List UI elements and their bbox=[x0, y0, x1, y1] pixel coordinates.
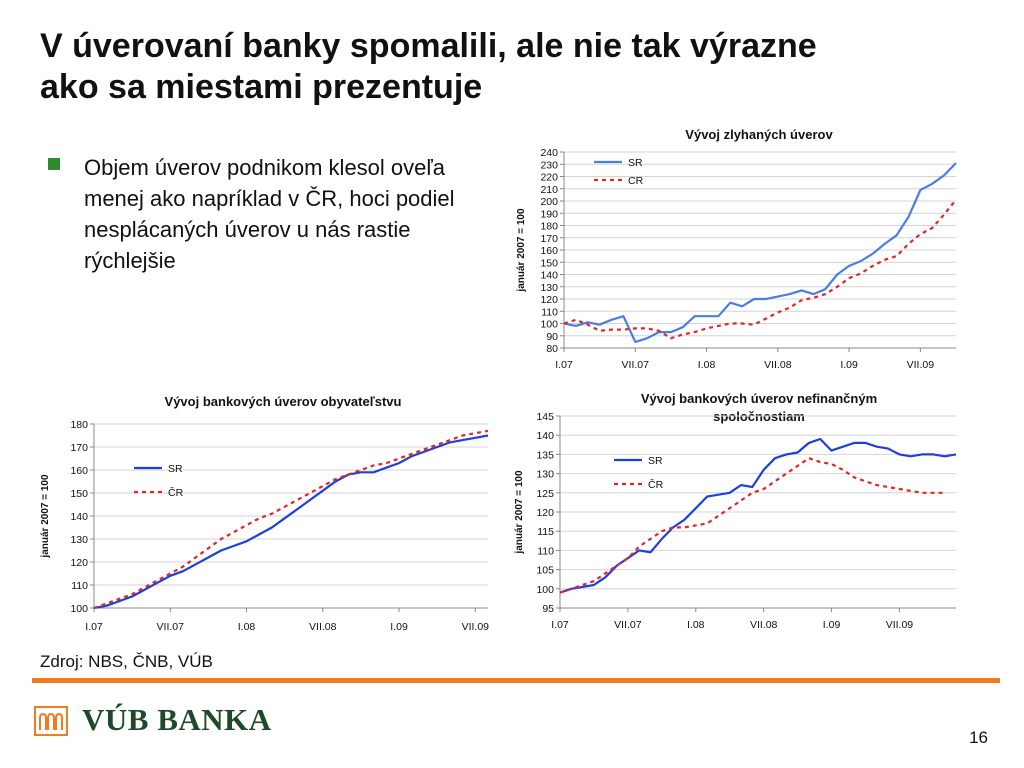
chart-corporate-loans: Vývoj bankových úverov nefinančným spoloč… bbox=[508, 388, 970, 640]
y-axis-label: január 2007 = 100 bbox=[40, 474, 51, 559]
y-tick-label: 110 bbox=[541, 306, 558, 318]
y-tick-label: 170 bbox=[540, 233, 558, 245]
legend-label-cr: ČR bbox=[648, 478, 664, 491]
y-tick-label: 150 bbox=[70, 488, 88, 500]
footer-divider bbox=[32, 678, 1000, 683]
slide-title-line-1: V úverovaní banky spomalili, ale nie tak… bbox=[40, 27, 817, 65]
x-tick-label: I.09 bbox=[390, 621, 408, 633]
y-tick-label: 110 bbox=[537, 545, 554, 557]
x-tick-label: VII.08 bbox=[309, 621, 337, 633]
y-tick-label: 190 bbox=[540, 208, 558, 220]
y-tick-label: 140 bbox=[540, 270, 558, 282]
y-tick-label: 80 bbox=[546, 343, 558, 355]
y-tick-label: 130 bbox=[70, 534, 88, 546]
x-tick-label: VII.09 bbox=[462, 621, 490, 633]
x-tick-label: I.07 bbox=[555, 359, 573, 371]
series-line-cr bbox=[559, 457, 945, 594]
y-tick-label: 135 bbox=[536, 449, 554, 461]
y-tick-label: 120 bbox=[70, 557, 88, 569]
legend-label-sr: SR bbox=[628, 157, 643, 169]
y-tick-label: 180 bbox=[70, 419, 88, 431]
chart-nonperforming-loans-svg: Vývoj zlyhaných úverov 809010011012013014… bbox=[516, 127, 957, 371]
y-tick-label: 170 bbox=[70, 442, 88, 454]
y-tick-label: 100 bbox=[536, 584, 554, 596]
y-tick-label: 130 bbox=[536, 469, 554, 481]
y-axis-label: január 2007 = 100 bbox=[514, 470, 525, 555]
y-tick-label: 160 bbox=[540, 245, 558, 257]
x-tick-label: I.09 bbox=[840, 359, 858, 371]
chart-household-loans-svg: Vývoj bankových úverov obyvateľstvu 100 11… bbox=[40, 394, 490, 633]
y-tick-label: 220 bbox=[540, 172, 558, 184]
y-tick-label: 95 bbox=[542, 603, 554, 615]
y-tick-label: 150 bbox=[540, 257, 558, 269]
y-tick-label: 115 bbox=[537, 526, 554, 538]
x-tick-label: VII.07 bbox=[622, 359, 650, 371]
y-tick-label: 210 bbox=[540, 184, 558, 196]
chart-title: Vývoj bankových úverov obyvateľstvu bbox=[165, 394, 402, 409]
slide-title-line-2: ako sa miestami prezentuje bbox=[40, 68, 483, 106]
series-line-sr bbox=[563, 162, 957, 343]
y-tick-label: 100 bbox=[70, 603, 88, 615]
y-tick-label: 90 bbox=[546, 331, 558, 343]
legend-label-cr: CR bbox=[628, 175, 644, 187]
x-tick-label: VII.08 bbox=[764, 359, 792, 371]
y-tick-label: 100 bbox=[540, 319, 558, 331]
y-tick-label: 230 bbox=[540, 159, 558, 171]
series-line-cr bbox=[93, 429, 489, 610]
y-tick-label: 140 bbox=[536, 430, 554, 442]
legend-label-sr: SR bbox=[168, 463, 183, 475]
chart-title: Vývoj zlyhaných úverov bbox=[685, 127, 833, 142]
x-tick-label: VII.07 bbox=[157, 621, 185, 633]
y-tick-label: 180 bbox=[540, 221, 558, 233]
x-tick-label: VII.09 bbox=[907, 359, 935, 371]
y-axis-label: január 2007 = 100 bbox=[516, 208, 527, 293]
x-tick-label: I.08 bbox=[698, 359, 716, 371]
legend-label-sr: SR bbox=[648, 455, 663, 467]
y-tick-label: 240 bbox=[540, 147, 558, 159]
x-tick-label: I.07 bbox=[85, 621, 103, 633]
x-tick-label: I.08 bbox=[687, 619, 705, 631]
y-tick-label: 110 bbox=[71, 580, 88, 592]
y-tick-label: 140 bbox=[70, 511, 88, 523]
chart-household-loans: Vývoj bankových úverov obyvateľstvu 100 11… bbox=[32, 390, 494, 640]
slide-title: V úverovaní banky spomalili, ale nie tak… bbox=[40, 26, 1000, 108]
x-tick-label: I.08 bbox=[238, 621, 256, 633]
x-tick-label: I.07 bbox=[551, 619, 569, 631]
y-tick-label: 105 bbox=[536, 565, 554, 577]
y-tick-label: 145 bbox=[536, 411, 554, 423]
y-tick-label: 120 bbox=[536, 507, 554, 519]
series-line-sr bbox=[93, 434, 489, 610]
chart-nonperforming-loans: Vývoj zlyhaných úverov 80 90 100 110 120 130 14… bbox=[508, 124, 970, 376]
vub-logo-text: VÚB BANKA bbox=[82, 702, 272, 737]
bullet-square-icon bbox=[48, 158, 60, 170]
y-tick-label: 130 bbox=[540, 282, 558, 294]
y-tick-label: 120 bbox=[540, 294, 558, 306]
y-tick-label: 125 bbox=[536, 488, 554, 500]
x-tick-label: I.09 bbox=[823, 619, 841, 631]
chart-title-line-1: Vývoj bankových úverov nefinančným bbox=[641, 391, 877, 406]
vub-logo: VÚB BANKA bbox=[34, 702, 294, 742]
legend-label-cr: ČR bbox=[168, 486, 184, 499]
x-tick-label: VII.07 bbox=[614, 619, 642, 631]
x-tick-label: VII.09 bbox=[886, 619, 914, 631]
x-tick-label: VII.08 bbox=[750, 619, 778, 631]
source-note: Zdroj: NBS, ČNB, VÚB bbox=[40, 652, 213, 671]
page-number: 16 bbox=[969, 728, 988, 747]
y-tick-label: 200 bbox=[540, 196, 558, 208]
y-tick-label: 160 bbox=[70, 465, 88, 477]
chart-corporate-loans-svg: Vývoj bankových úverov nefinančnýmspoloč… bbox=[514, 391, 957, 631]
vub-logo-icon bbox=[34, 706, 68, 736]
bullet-text: Objem úverov podnikom klesol oveľa menej… bbox=[84, 155, 455, 273]
